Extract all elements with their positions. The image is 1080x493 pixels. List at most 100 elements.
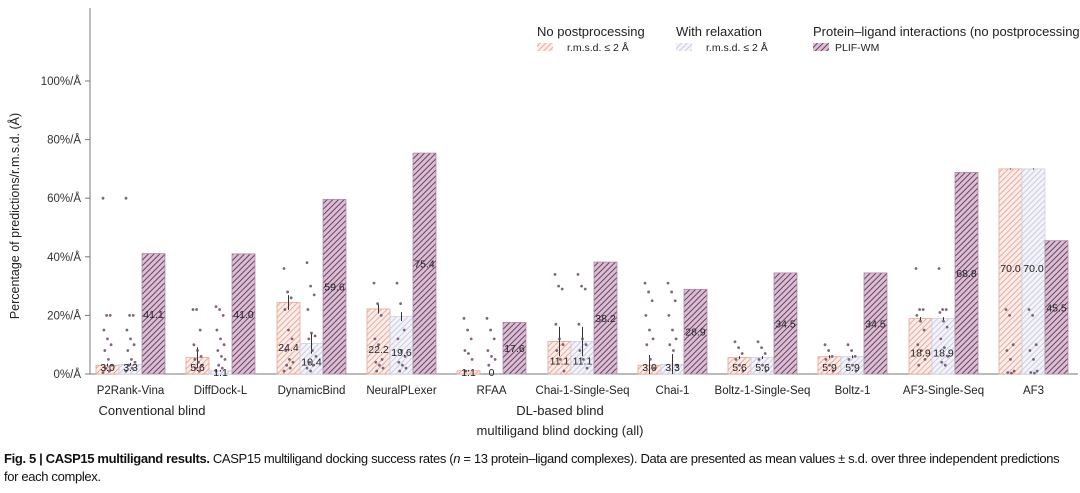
data-point: [308, 360, 312, 364]
value-label: 5.6: [732, 362, 747, 374]
data-point: [194, 366, 198, 370]
data-point: [375, 369, 379, 373]
data-point: [462, 316, 466, 320]
data-point: [559, 357, 562, 361]
data-point: [733, 340, 737, 344]
data-point: [922, 328, 926, 332]
data-point: [133, 360, 137, 364]
data-point: [219, 337, 222, 341]
data-point: [103, 349, 107, 352]
group-label-dl: DL-based blind: [516, 403, 603, 418]
bar-plif-wm: [954, 172, 979, 375]
data-point: [939, 337, 943, 341]
data-point: [671, 328, 674, 332]
bar-no-postprocessing: [276, 302, 301, 375]
data-point: [220, 366, 224, 370]
bars: [95, 152, 1069, 375]
data-point: [127, 363, 131, 367]
data-point: [1010, 371, 1013, 375]
data-point: [402, 328, 406, 332]
bar-plif-wm: [773, 272, 798, 375]
data-point: [554, 322, 558, 326]
value-label: 11.1: [573, 356, 593, 368]
data-point: [130, 366, 134, 370]
data-point: [102, 328, 106, 332]
bar-with-relaxation: [931, 318, 956, 375]
value-label: 5.6: [190, 362, 205, 374]
data-point: [288, 366, 292, 370]
data-point: [670, 290, 673, 294]
data-point: [290, 337, 294, 341]
data-point: [469, 337, 473, 341]
data-point: [647, 290, 650, 294]
data-point: [372, 281, 376, 285]
data-point: [938, 311, 942, 314]
data-point: [191, 308, 195, 311]
data-point: [401, 363, 404, 367]
data-point: [193, 357, 197, 361]
data-point: [312, 293, 316, 297]
data-point: [283, 308, 287, 311]
data-point: [288, 357, 291, 361]
data-point: [560, 287, 564, 291]
data-point: [854, 369, 858, 373]
data-point: [941, 308, 944, 311]
data-point: [846, 343, 850, 347]
legend-swatch: [537, 43, 553, 51]
data-point: [644, 314, 648, 317]
value-label: 75.4: [414, 259, 435, 271]
data-point: [125, 328, 129, 332]
value-label: 68.8: [956, 268, 977, 280]
data-point: [282, 369, 286, 373]
data-point: [374, 360, 378, 364]
data-point: [132, 343, 136, 347]
data-point: [373, 337, 377, 341]
data-point: [920, 349, 923, 352]
data-point: [831, 369, 835, 373]
data-point: [1029, 371, 1033, 374]
data-point: [581, 337, 584, 341]
data-point: [314, 355, 318, 358]
data-point: [398, 369, 402, 373]
data-point: [738, 363, 741, 367]
value-label: 17.6: [504, 343, 525, 355]
data-point: [309, 284, 312, 288]
data-point: [285, 363, 289, 367]
data-point: [763, 352, 767, 355]
x-tick-label: Chai-1-Single-Seq: [536, 385, 630, 397]
value-label: 0: [489, 367, 495, 379]
value-label: 11.1: [550, 356, 570, 368]
data-point: [673, 299, 677, 303]
data-point: [108, 314, 112, 317]
data-point: [1027, 308, 1031, 311]
legend-title: With relaxation: [676, 24, 762, 39]
data-point: [585, 366, 589, 370]
data-point: [584, 343, 588, 347]
data-point: [470, 357, 474, 361]
caption-title: CASP15 multiligand results.: [45, 451, 210, 466]
bar-plif-wm: [683, 288, 708, 375]
data-point: [106, 337, 109, 341]
x-tick-label: NeuralPLexer: [366, 385, 436, 397]
data-point: [674, 337, 678, 341]
data-point: [756, 340, 760, 344]
data-point: [757, 357, 761, 361]
x-tick-label: DynamicBind: [278, 385, 346, 397]
y-tick-label: 40%/Å: [47, 251, 81, 264]
value-label: 1.1: [461, 367, 476, 379]
data-point: [217, 363, 221, 367]
x-tick-label: Boltz-1-Single-Seq: [715, 385, 811, 397]
data-point: [942, 319, 945, 323]
data-point: [218, 308, 222, 311]
data-point: [466, 328, 469, 332]
value-label: 3.0: [100, 362, 115, 374]
x-tick-label: Boltz-1: [835, 385, 871, 397]
data-point: [289, 296, 293, 300]
data-point: [286, 290, 289, 294]
data-point: [923, 357, 927, 361]
x-axis-title: multiligand blind docking (all): [477, 423, 644, 438]
data-point: [823, 343, 827, 347]
data-point: [378, 363, 381, 367]
data-point: [485, 316, 489, 320]
data-point: [558, 337, 561, 341]
